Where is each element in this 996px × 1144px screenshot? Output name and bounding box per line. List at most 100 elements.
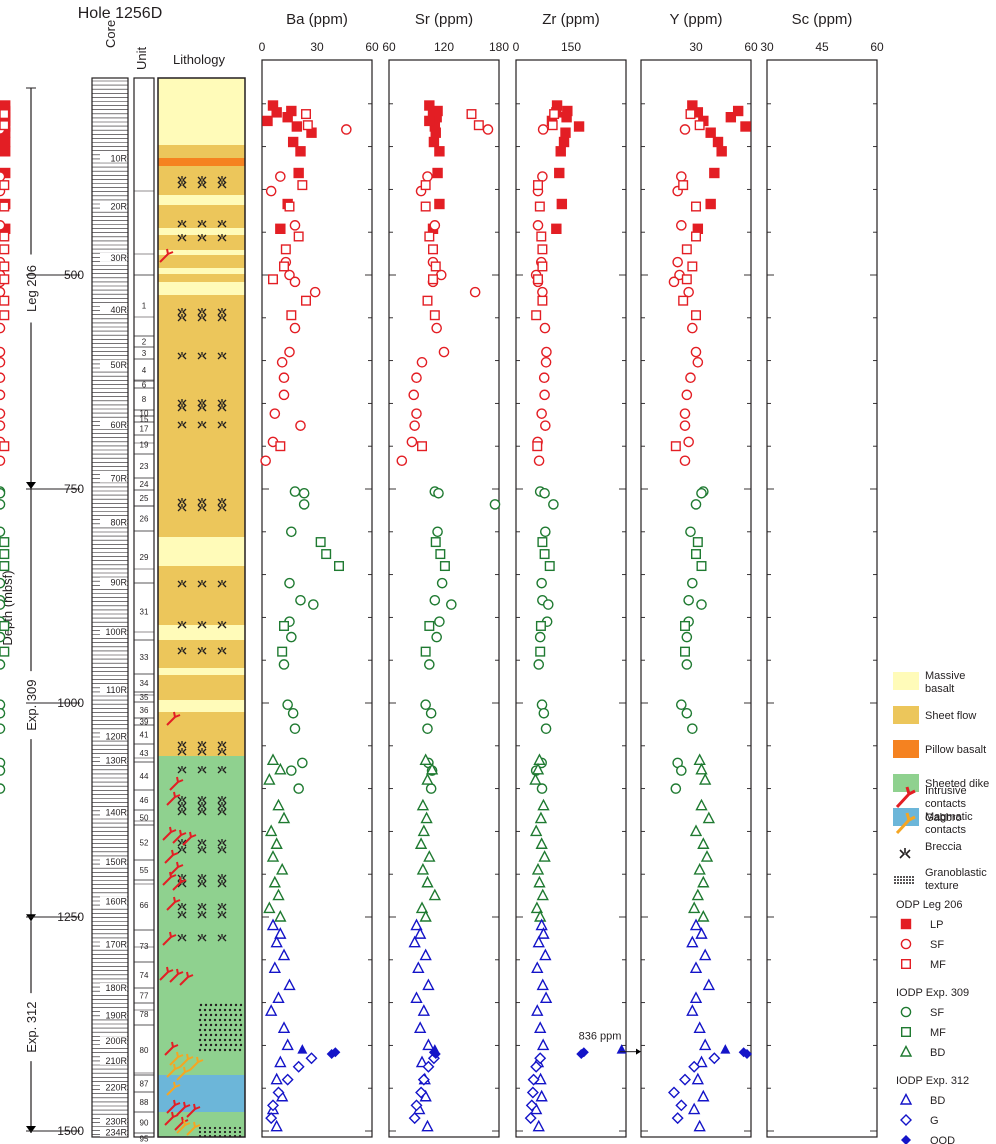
breccia-stroke — [217, 748, 227, 756]
data-point-g — [305, 1052, 318, 1065]
legend-granoblastic-dot — [900, 882, 902, 884]
data-point-sf — [284, 577, 295, 589]
data-point-bd — [531, 862, 545, 875]
data-point-sf — [687, 322, 698, 334]
core-label: 10R — [110, 154, 127, 164]
legend-marker-bd — [899, 1044, 913, 1057]
legend-symbol-label: Granoblastic texture — [925, 867, 987, 892]
intrusive-contact-icon — [164, 1041, 179, 1056]
data-point-sf — [396, 455, 408, 467]
data-point-sf — [0, 659, 6, 670]
breccia-icon — [197, 808, 207, 816]
data-point-bd — [689, 918, 703, 931]
data-point-mf — [685, 109, 696, 120]
annotation-label: 836 ppm — [579, 1031, 622, 1043]
data-point-sf — [298, 487, 310, 499]
data-point-sf — [436, 577, 448, 589]
data-point-sf — [687, 723, 698, 734]
data-point-mf — [0, 549, 10, 560]
data-point-sf — [298, 499, 310, 510]
breccia-stroke — [217, 504, 227, 512]
data-point-bd — [266, 753, 280, 766]
granoblastic-dot — [203, 1028, 207, 1032]
contact-stroke — [162, 871, 177, 886]
unit-label: 8 — [142, 395, 147, 404]
data-point-mf — [315, 537, 326, 548]
breccia-icon — [177, 234, 187, 242]
legend-label-line: Breccia — [925, 841, 963, 853]
legend-item-label: BD — [930, 1095, 945, 1107]
breccia-stroke — [177, 846, 187, 854]
granoblastic-dot — [238, 1048, 242, 1052]
core-label: 234R — [105, 1128, 127, 1138]
breccia-stroke — [177, 647, 187, 655]
data-point-sf — [534, 631, 546, 643]
granoblastic-dot — [213, 1130, 217, 1134]
core-label-bg — [100, 807, 127, 817]
granoblastic-dot — [224, 1013, 228, 1017]
data-point-bd — [277, 948, 291, 961]
legend-item-label: SF — [930, 939, 944, 951]
magmatic-contact-icon — [176, 1066, 191, 1081]
data-point-mf — [297, 180, 308, 191]
data-point-g — [688, 1060, 701, 1073]
data-point-mf — [0, 646, 10, 657]
data-point-sf — [540, 526, 551, 538]
lithology-band — [158, 1112, 245, 1126]
legend-label-line: texture — [925, 880, 959, 892]
core-label-bg — [100, 1055, 127, 1065]
unit-label: 55 — [140, 866, 149, 875]
data-point-mf — [301, 295, 312, 306]
data-point-lp — [262, 115, 273, 127]
data-point-sf — [540, 357, 552, 368]
data-point-sf — [0, 420, 6, 431]
data-point-lp — [275, 223, 286, 234]
data-point-bd — [272, 888, 285, 901]
granoblastic-dot — [204, 1013, 208, 1017]
breccia-stroke — [197, 766, 207, 774]
core-label-bg — [100, 731, 127, 741]
legend-marker-g — [900, 1114, 912, 1126]
legend-group-title: ODP Leg 206 — [896, 899, 962, 911]
data-point-mf — [549, 109, 560, 120]
data-point-g — [671, 1112, 684, 1125]
core-label-bg — [100, 473, 127, 483]
granoblastic-dot — [208, 1038, 212, 1042]
legend-granoblastic-dot — [903, 882, 905, 884]
breccia-icon — [177, 796, 187, 804]
contact-stroke — [162, 826, 177, 841]
legend-swatch-massive-basalt — [893, 672, 919, 690]
granoblastic-dot — [218, 1018, 222, 1022]
unit-label: 41 — [140, 731, 149, 740]
granoblastic-dot — [229, 1043, 233, 1047]
data-point-sf — [679, 124, 691, 135]
legend-granoblastic-dot — [897, 879, 899, 881]
data-point-sf — [295, 594, 306, 606]
core-label: 40R — [110, 305, 127, 315]
data-point-bd — [702, 811, 715, 824]
granoblastic-dot — [224, 1043, 228, 1047]
data-point-lp — [424, 115, 435, 127]
panel-zr: Zr (ppm) 0 150 — [513, 11, 627, 1138]
core-label: 150R — [105, 857, 127, 867]
legend-lithology-label: Sheet flow — [925, 710, 976, 722]
breccia-icon — [177, 181, 187, 189]
contact-stroke — [189, 1056, 204, 1071]
breccia-icon — [217, 748, 227, 756]
data-point-sf — [681, 389, 693, 401]
breccia-icon — [217, 181, 227, 189]
granoblastic-dot — [213, 1126, 217, 1130]
data-point-bd — [414, 837, 428, 849]
core-label-bg — [100, 755, 127, 765]
data-point-sf — [536, 783, 548, 794]
data-point-mf — [680, 620, 691, 631]
unit-label: 3 — [142, 349, 147, 358]
breccia-icon — [177, 846, 187, 854]
data-point-sf — [265, 185, 277, 197]
breccia-stroke — [177, 911, 187, 919]
data-point-sf — [0, 631, 6, 643]
data-point-g — [526, 1086, 539, 1099]
data-point-sf — [0, 723, 6, 734]
panel-tick-label: 30 — [310, 40, 324, 54]
